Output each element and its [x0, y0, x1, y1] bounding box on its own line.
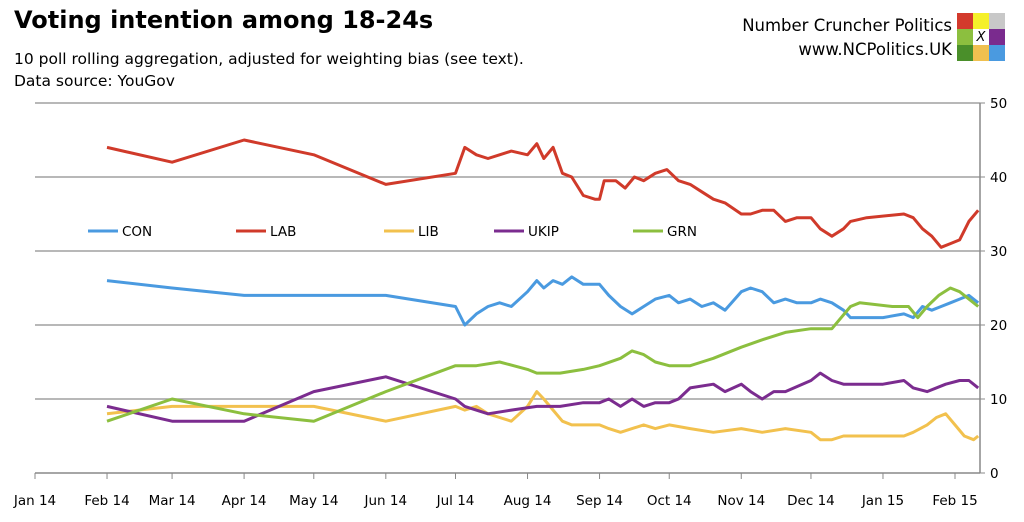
x-tick-label: Dec 14: [787, 493, 835, 509]
y-tick-label: 30: [990, 244, 1007, 260]
series-line-con: [106, 275, 980, 327]
subtitle-text: 10 poll rolling aggregation, adjusted fo…: [14, 50, 524, 68]
chart-subtitle: 10 poll rolling aggregation, adjusted fo…: [14, 48, 524, 92]
series-line-ukip: [106, 371, 980, 423]
x-tick-label: Oct 14: [647, 493, 692, 509]
legend-label-grn: GRN: [667, 224, 697, 240]
logo-tile: [973, 45, 989, 61]
brand-logo: X: [957, 13, 1005, 61]
series-line-lib: [106, 390, 980, 442]
x-tick-label: Jan 14: [13, 493, 56, 509]
chart-title: Voting intention among 18-24s: [14, 6, 434, 34]
y-tick-label: 0: [990, 466, 999, 482]
logo-tile: [989, 13, 1005, 29]
legend-label-lib: LIB: [418, 224, 439, 240]
legend-label-lab: LAB: [270, 224, 296, 240]
x-tick-label: Jun 14: [364, 493, 408, 509]
brand: Number Cruncher Politics www.NCPolitics.…: [742, 14, 952, 62]
logo-tile: [973, 13, 989, 29]
x-tick-label: Mar 14: [149, 493, 196, 509]
logo-x-mark: X: [973, 29, 989, 45]
logo-tile: [957, 13, 973, 29]
brand-name: Number Cruncher Politics: [742, 16, 952, 35]
logo-tile: [957, 29, 973, 45]
y-tick-label: 50: [990, 96, 1007, 112]
data-source: Data source: YouGov: [14, 72, 175, 90]
x-tick-label: Jan 15: [861, 493, 904, 509]
legend-label-ukip: UKIP: [528, 224, 559, 240]
y-tick-label: 20: [990, 318, 1007, 334]
y-tick-label: 10: [990, 392, 1007, 408]
x-tick-label: Sep 14: [576, 493, 623, 509]
x-tick-label: Feb 14: [84, 493, 129, 509]
y-tick-label: 40: [990, 170, 1007, 186]
x-tick-label: Nov 14: [717, 493, 765, 509]
x-tick-label: May 14: [289, 493, 338, 509]
x-tick-label: Aug 14: [504, 493, 552, 509]
series-line-grn: [106, 286, 980, 423]
logo-tile: [989, 45, 1005, 61]
x-tick-label: Jul 14: [436, 493, 475, 509]
x-tick-label: Apr 14: [222, 493, 267, 509]
logo-tile: [989, 29, 1005, 45]
logo-tile: [957, 45, 973, 61]
x-tick-label: Feb 15: [932, 493, 977, 509]
legend-label-con: CON: [122, 224, 152, 240]
series-line-lab: [106, 138, 980, 249]
brand-url[interactable]: www.NCPolitics.UK: [798, 40, 952, 59]
